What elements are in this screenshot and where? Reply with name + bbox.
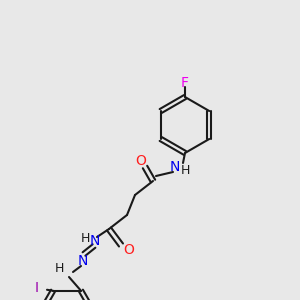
Text: F: F — [181, 76, 189, 90]
Text: O: O — [124, 243, 134, 257]
Text: N: N — [170, 160, 180, 174]
Text: O: O — [136, 154, 146, 168]
Text: I: I — [35, 281, 39, 295]
Text: H: H — [180, 164, 190, 176]
Text: H: H — [54, 262, 64, 275]
Text: N: N — [90, 234, 100, 248]
Text: H: H — [80, 232, 90, 245]
Text: N: N — [78, 254, 88, 268]
